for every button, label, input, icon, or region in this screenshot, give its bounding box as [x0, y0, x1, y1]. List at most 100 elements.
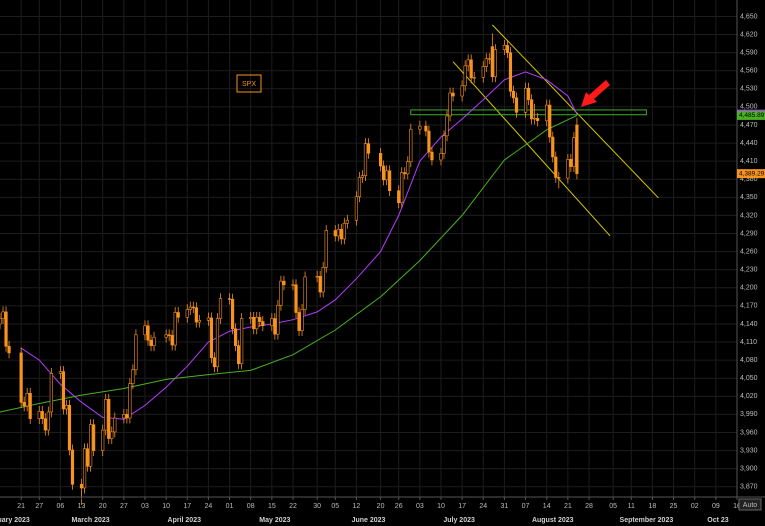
candle-body [110, 431, 114, 439]
y-tick-label: 4,350 [740, 194, 758, 201]
symbol-box [236, 74, 262, 93]
x-tick-label: 12 [353, 503, 361, 510]
candle-body [523, 87, 528, 113]
candle-body [173, 312, 177, 346]
candle-body [25, 392, 29, 407]
candle-body [0, 318, 2, 325]
candle-body [321, 266, 325, 293]
candle-body [82, 448, 87, 489]
candle-body [548, 104, 552, 138]
candle-body [487, 58, 491, 60]
candle-body [249, 317, 253, 319]
auto-button[interactable] [738, 498, 762, 511]
candle-body [551, 136, 555, 158]
candle-body [64, 405, 69, 410]
axes: 3,870 3,900 3,930 3,960 3,990 4,020 4,050 4,080… [0, 13, 758, 524]
y-tick-label: 3,900 [740, 466, 758, 473]
candle-body [300, 309, 304, 331]
candle-body [345, 219, 349, 224]
auto-button-label[interactable]: Auto [743, 502, 758, 509]
candle-body [191, 306, 195, 309]
candle-body [388, 170, 392, 192]
candle-body [273, 318, 277, 335]
candle-body [240, 318, 244, 365]
candle-body [403, 172, 407, 175]
candle-body [363, 143, 368, 176]
y-tick-label: 4,410 [740, 158, 758, 165]
candle-body [378, 153, 383, 167]
candle-body [215, 318, 220, 368]
candle-body [227, 298, 232, 300]
x-tick-label: 08 [247, 503, 255, 510]
candle-body [318, 276, 322, 293]
x-tick-label: 11 [628, 503, 635, 510]
candle-body [279, 280, 283, 306]
candle-body [261, 321, 265, 327]
x-tick-label: 21 [17, 503, 25, 510]
candle-body [297, 312, 301, 331]
x-tick-label: 13 [78, 503, 86, 510]
x-tick-label: 15 [268, 503, 276, 510]
y-tick-label: 3,870 [740, 484, 758, 491]
y-tick-label: 4,530 [740, 86, 758, 93]
y-tick-label: 3,960 [740, 429, 758, 436]
candle-body [176, 312, 180, 318]
x-tick-label: 27 [120, 503, 128, 510]
candle-body [291, 284, 295, 286]
candle-body [209, 317, 214, 359]
candle-body [448, 92, 452, 117]
x-tick-label: 18 [649, 503, 657, 510]
candle-body [134, 334, 138, 371]
candle-body [303, 276, 307, 310]
x-tick-label: 09 [712, 503, 720, 510]
candle-body [22, 402, 26, 407]
y-tick-label: 4,080 [740, 357, 758, 364]
candle-body [354, 196, 359, 221]
y-tick-label: 4,560 [740, 68, 758, 75]
candle-body [569, 159, 573, 167]
x-tick-label: 10 [162, 503, 170, 510]
candle-body [282, 280, 286, 286]
candle-body [85, 448, 90, 467]
candle-body [122, 414, 126, 419]
x-tick-label: 20 [99, 503, 107, 510]
x-tick-label: 05 [609, 503, 617, 510]
x-tick-label: 21 [564, 503, 572, 510]
month-label: May 2023 [259, 517, 290, 524]
candle-body [58, 371, 63, 374]
candle-body [185, 309, 189, 318]
x-tick-label: 27 [35, 503, 43, 510]
candle-body [255, 317, 259, 330]
month-label: Oct 23 [707, 517, 729, 524]
price-badge-label: 4,389.29 [739, 170, 765, 177]
x-tick-label: 06 [57, 503, 65, 510]
candle-body [237, 345, 241, 365]
candle-body [113, 417, 117, 433]
y-tick-label: 4,440 [740, 140, 758, 147]
candle-body [424, 125, 428, 132]
candle-body [469, 59, 473, 79]
month-label: March 2023 [72, 517, 110, 524]
candle-body [566, 159, 570, 179]
candle-body [481, 66, 485, 78]
candle-body [92, 424, 96, 451]
candle-body [406, 161, 410, 175]
candle-body [533, 118, 537, 120]
x-tick-label: 25 [670, 503, 678, 510]
candle-body [339, 228, 343, 240]
month-label: July 2023 [443, 517, 475, 524]
candle-body [1, 311, 5, 319]
x-tick-label: 10 [437, 503, 445, 510]
candle-body [526, 87, 531, 100]
candle-body [342, 222, 346, 240]
candle-body [49, 373, 53, 413]
candle-body [170, 335, 174, 346]
month-label: June 2023 [352, 517, 386, 524]
x-tick-label: 24 [205, 503, 213, 510]
candle-body [218, 298, 223, 319]
candle-body [514, 97, 519, 113]
candle-body [276, 304, 280, 335]
trendline [452, 61, 611, 237]
